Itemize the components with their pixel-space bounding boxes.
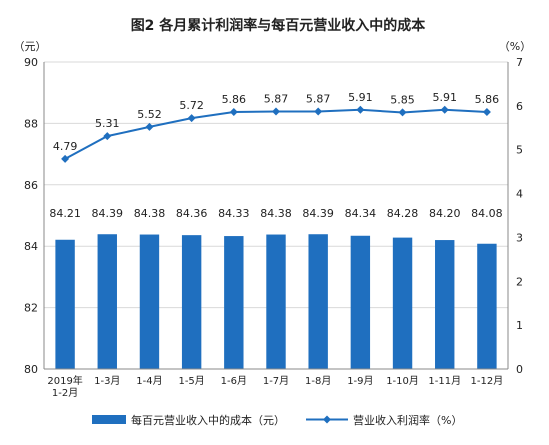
line-value-label: 5.31 — [95, 117, 120, 130]
x-tick-label: 1-7月 — [263, 375, 289, 387]
bar-value-label: 84.34 — [345, 207, 377, 220]
line-marker — [145, 122, 154, 131]
right-tick-label: 5 — [516, 144, 523, 157]
right-axis-ticks: 0 1 2 3 4 5 6 7 — [516, 56, 523, 376]
bar-value-label: 84.39 — [92, 207, 124, 220]
axes — [43, 62, 509, 370]
line-marker — [314, 107, 323, 116]
legend-line-label: 营业收入利润率（%） — [353, 413, 462, 427]
bar-value-label: 84.36 — [176, 207, 208, 220]
x-tick-label: 1-8月 — [305, 375, 331, 387]
profit-rate-line — [64, 108, 487, 160]
line-value-label: 5.91 — [432, 91, 457, 104]
bar-series — [55, 234, 497, 369]
line-value-label: 5.86 — [475, 93, 500, 106]
right-axis-unit: （%） — [499, 40, 531, 53]
bar — [435, 240, 455, 369]
right-tick-label: 1 — [516, 319, 523, 332]
bar-data-labels: 84.21 84.39 84.38 84.36 84.33 84.38 84.39 84.34… — [49, 207, 502, 220]
bar — [308, 234, 328, 369]
line-value-label: 5.87 — [264, 93, 289, 106]
gridlines — [44, 61, 508, 309]
x-tick-label: 2019年 1-2月 — [47, 374, 82, 399]
bar-value-label: 84.38 — [134, 207, 166, 220]
x-tick-label: 1-4月 — [136, 375, 162, 387]
legend: 每百元营业收入中的成本（元） 营业收入利润率（%） — [92, 413, 462, 427]
right-tick-label: 6 — [516, 100, 523, 113]
left-tick-label: 84 — [24, 240, 38, 253]
left-tick-label: 88 — [24, 117, 38, 130]
bar-value-label: 84.39 — [302, 207, 334, 220]
left-axis-ticks: 80 82 84 86 88 90 — [24, 56, 38, 376]
x-tick-label: 1-9月 — [347, 375, 373, 387]
line-marker — [398, 108, 407, 117]
line-value-label: 5.85 — [390, 93, 415, 106]
bar — [97, 234, 117, 369]
legend-line-marker — [323, 415, 331, 424]
bar-value-label: 84.38 — [260, 207, 292, 220]
right-tick-label: 4 — [516, 188, 523, 201]
x-tick-label: 1-10月 — [386, 375, 419, 387]
x-tick-label: 1-11月 — [428, 375, 461, 387]
bar-value-label: 84.28 — [387, 207, 419, 220]
line-series — [61, 105, 491, 163]
line-marker — [103, 132, 112, 141]
line-value-label: 5.91 — [348, 91, 373, 104]
x-axis-ticks: 2019年 1-2月 1-3月 1-4月 1-5月 1-6月 1-7月 1-8月 1-9月 1-1… — [47, 374, 503, 399]
bar — [392, 237, 413, 369]
line-value-label: 5.72 — [179, 99, 204, 112]
right-tick-label: 7 — [516, 56, 523, 69]
left-axis-unit: （元） — [14, 40, 47, 53]
left-tick-label: 90 — [24, 56, 38, 69]
x-tick-label: 1-12月 — [471, 375, 504, 387]
line-marker — [61, 154, 70, 163]
right-tick-label: 3 — [516, 231, 523, 244]
line-marker — [356, 105, 365, 114]
line-marker — [482, 107, 491, 116]
x-tick-label: 1-3月 — [94, 375, 120, 387]
chart-title: 图2 各月累计利润率与每百元营业收入中的成本 — [131, 17, 427, 34]
bar — [139, 234, 160, 369]
bar — [477, 243, 497, 369]
line-value-label: 4.79 — [53, 140, 78, 153]
bar — [350, 235, 371, 369]
legend-bar-label: 每百元营业收入中的成本（元） — [131, 413, 285, 427]
line-value-label: 5.52 — [137, 108, 162, 121]
bar — [55, 239, 75, 369]
bar-value-label: 84.08 — [471, 207, 503, 220]
bar — [224, 236, 244, 369]
line-marker — [272, 107, 280, 116]
right-tick-label: 0 — [516, 363, 523, 376]
line-value-label: 5.86 — [222, 93, 247, 106]
left-tick-label: 82 — [24, 302, 38, 315]
right-tick-label: 2 — [516, 275, 523, 288]
bar-value-label: 84.21 — [49, 207, 81, 220]
legend-bar-swatch — [92, 415, 126, 424]
left-tick-label: 86 — [24, 179, 38, 192]
line-marker — [440, 105, 449, 114]
x-tick-label: 1-6月 — [221, 375, 247, 387]
line-value-label: 5.87 — [306, 93, 331, 106]
bar — [181, 235, 202, 369]
x-tick-label: 1-5月 — [178, 375, 204, 387]
bar-value-label: 84.33 — [218, 207, 250, 220]
left-tick-label: 80 — [24, 363, 38, 376]
bar — [266, 234, 286, 369]
line-marker — [187, 114, 196, 123]
line-data-labels: 4.79 5.31 5.52 5.72 5.86 5.87 5.87 5.91 5.85 5.91… — [53, 91, 499, 153]
bar-value-label: 84.20 — [429, 207, 461, 220]
line-marker — [229, 107, 238, 116]
